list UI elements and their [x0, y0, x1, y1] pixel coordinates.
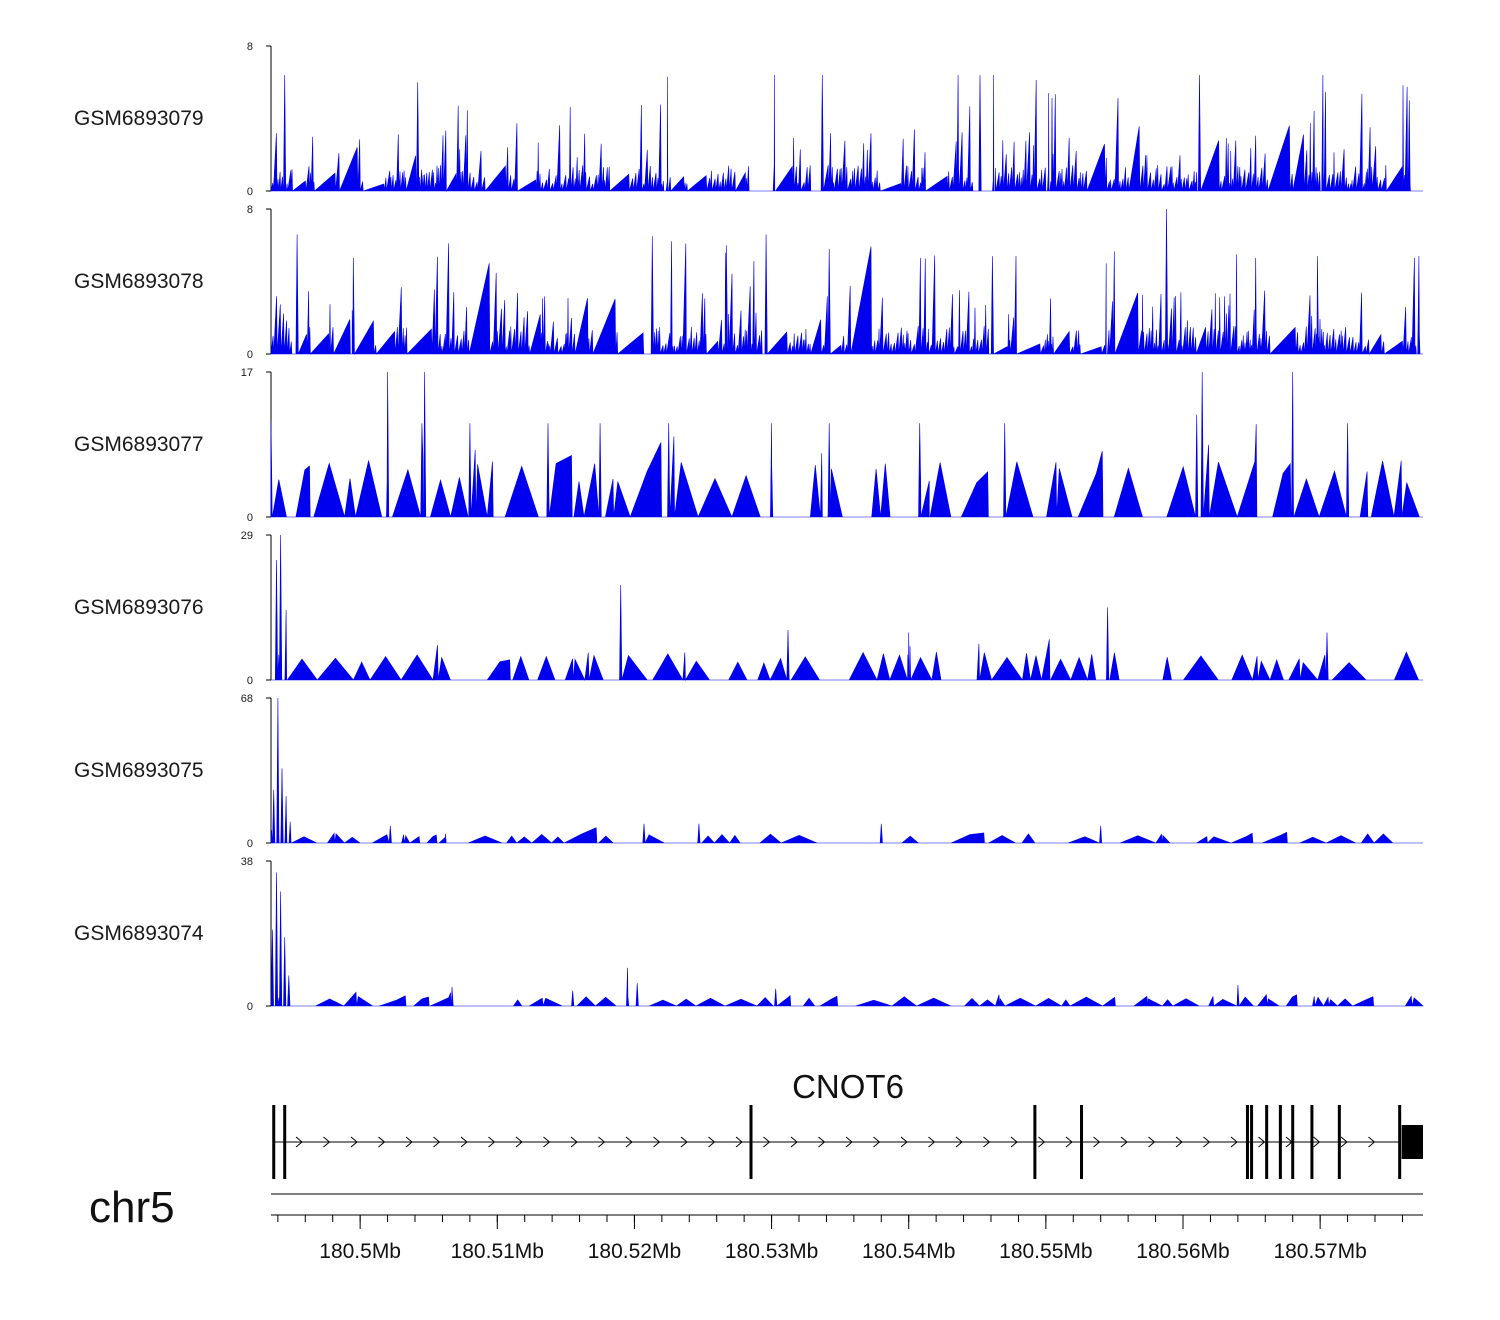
strand-arrow [1340, 1136, 1348, 1148]
exon [1398, 1105, 1402, 1179]
y-tick-label-max: 8 [247, 41, 253, 53]
strand-arrow [1038, 1136, 1046, 1148]
y-tick-label-min: 0 [247, 512, 253, 524]
exon [1278, 1105, 1282, 1179]
coverage-area [269, 371, 1423, 518]
strand-arrow [653, 1136, 661, 1148]
x-tick-label: 180.56Mb [1136, 1240, 1229, 1263]
strand-arrow [983, 1136, 991, 1148]
strand-arrow [350, 1136, 358, 1148]
track-label: GSM6893076 [74, 596, 204, 619]
strand-arrow [378, 1136, 386, 1148]
exon [1245, 1105, 1249, 1179]
track-GSM6893074: GSM6893074 38 0 [74, 856, 1424, 1013]
coverage-area [270, 208, 1423, 356]
track-GSM6893076: GSM6893076 29 0 [74, 530, 1423, 687]
track-GSM6893079: GSM6893079 8 0 [74, 41, 1423, 198]
exon [283, 1105, 287, 1179]
x-tick-label: 180.55Mb [999, 1240, 1092, 1263]
strand-arrow [763, 1136, 771, 1148]
y-tick-label-max: 17 [241, 367, 253, 379]
y-tick-label-max: 29 [241, 530, 253, 542]
exon [1265, 1105, 1269, 1179]
track-label: GSM6893079 [74, 107, 204, 130]
strand-arrow [598, 1136, 606, 1148]
x-tick-label: 180.5Mb [319, 1240, 401, 1263]
strand-arrow [515, 1136, 523, 1148]
strand-arrow [433, 1136, 441, 1148]
strand-arrow [790, 1136, 798, 1148]
gene-model [272, 1105, 1423, 1179]
strand-arrow [1065, 1136, 1073, 1148]
axis-marks: 180.5Mb 180.51Mb 180.52Mb 180.53Mb 180.54Mb 1… [271, 1193, 1423, 1263]
y-tick-label-min: 0 [247, 349, 253, 361]
gene-name-label: CNOT6 [792, 1068, 904, 1105]
x-tick-label: 180.52Mb [588, 1240, 681, 1263]
strand-arrow [735, 1136, 743, 1148]
track-label: GSM6893075 [74, 759, 204, 782]
y-tick-label-min: 0 [247, 186, 253, 198]
strand-arrow [625, 1136, 633, 1148]
strand-arrow [488, 1136, 496, 1148]
strand-arrow [873, 1136, 881, 1148]
strand-arrow [1230, 1136, 1238, 1148]
coverage-area [271, 534, 1423, 682]
coding-exon-block [1401, 1125, 1423, 1159]
exon [749, 1105, 753, 1179]
coverage-area [270, 872, 1424, 1007]
x-tick-label: 180.54Mb [862, 1240, 955, 1263]
x-tick-label: 180.57Mb [1273, 1240, 1366, 1263]
strand-arrow [1093, 1136, 1101, 1148]
strand-arrow [1368, 1136, 1376, 1148]
strand-arrow [680, 1136, 688, 1148]
y-tick-label-min: 0 [247, 1001, 253, 1013]
strand-arrow [955, 1136, 963, 1148]
strand-arrow [818, 1136, 826, 1148]
track-label: GSM6893077 [74, 433, 204, 456]
x-tick-label: 180.53Mb [725, 1240, 818, 1263]
genome-axis: chr5 180.5Mb 180.51Mb 180.52Mb 180.53Mb 180.… [89, 1183, 1423, 1263]
coverage-area [270, 697, 1423, 844]
y-tick-label-min: 0 [247, 838, 253, 850]
strand-arrow [708, 1136, 716, 1148]
strand-arrow [1203, 1136, 1211, 1148]
chromosome-label: chr5 [89, 1183, 175, 1232]
strand-arrow [543, 1136, 551, 1148]
strand-arrow [1120, 1136, 1128, 1148]
exon [1337, 1105, 1341, 1179]
strand-arrow [1148, 1136, 1156, 1148]
y-tick-label-max: 38 [241, 856, 253, 868]
strand-arrow [900, 1136, 908, 1148]
strand-arrow [323, 1136, 331, 1148]
track-label: GSM6893078 [74, 270, 204, 293]
exon [1310, 1105, 1314, 1179]
track-GSM6893077: GSM6893077 17 0 [74, 367, 1423, 524]
y-tick-label-max: 68 [241, 693, 253, 705]
strand-arrow [460, 1136, 468, 1148]
y-tick-label-min: 0 [247, 675, 253, 687]
strand-arrow [845, 1136, 853, 1148]
track-GSM6893078: GSM6893078 8 0 [74, 204, 1423, 361]
strand-arrow [295, 1136, 303, 1148]
track-GSM6893075: GSM6893075 68 0 [74, 693, 1423, 850]
gene-track: CNOT6 [272, 1068, 1423, 1179]
coverage-tracks: GSM689307980GSM689307880GSM6893077170GSM… [74, 41, 1424, 1013]
y-tick-label-max: 8 [247, 204, 253, 216]
exon [1033, 1105, 1037, 1179]
x-tick-label: 180.51Mb [451, 1240, 544, 1263]
strand-arrow [405, 1136, 413, 1148]
strand-arrow [570, 1136, 578, 1148]
track-label: GSM6893074 [74, 922, 204, 945]
strand-arrow [1175, 1136, 1183, 1148]
exon [1250, 1105, 1254, 1179]
exon [1291, 1105, 1295, 1179]
strand-arrow [928, 1136, 936, 1148]
strand-arrow [1313, 1136, 1321, 1148]
exon [272, 1105, 276, 1179]
strand-arrow [1258, 1136, 1266, 1148]
exon [1080, 1105, 1084, 1179]
strand-arrow [1010, 1136, 1018, 1148]
coverage-area [270, 74, 1423, 193]
